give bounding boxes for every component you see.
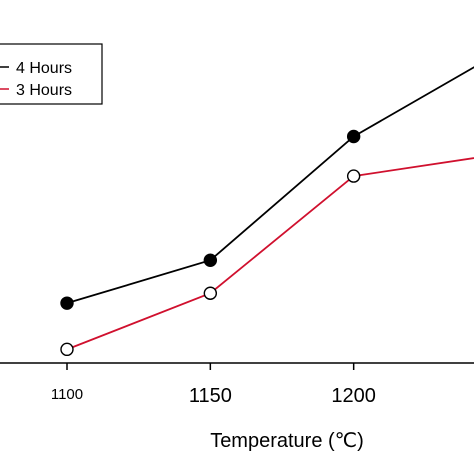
data-point-3-hours-2 — [346, 169, 361, 183]
x-axis-ticks: 1100115012001 — [51, 363, 376, 407]
legend: 4 Hours 3 Hours — [0, 43, 103, 105]
x-axis-title: Temperature (℃) — [210, 430, 364, 452]
x-tick-label-2: 1200 — [331, 385, 376, 407]
data-point-4-hours-0 — [60, 296, 74, 310]
data-point-4-hours-1 — [203, 253, 218, 267]
series-layer — [60, 66, 474, 357]
x-tick-label-1: 1150 — [189, 385, 232, 407]
legend-label-3-hours: 3 Hours — [16, 82, 72, 99]
data-point-3-hours-1 — [203, 286, 218, 300]
series-line-3-hours — [66, 157, 474, 351]
data-point-4-hours-2 — [346, 129, 361, 144]
series-line-4-hours — [66, 66, 474, 305]
legend-label-4-hours: 4 Hours — [16, 60, 72, 77]
data-point-3-hours-0 — [60, 342, 74, 357]
legend-box — [0, 43, 103, 105]
x-tick-label-0: 1100 — [51, 386, 83, 403]
